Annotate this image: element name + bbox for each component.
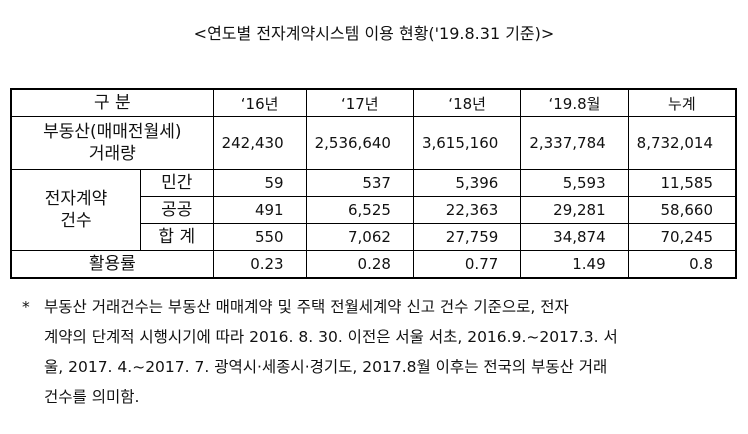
label-line: 부동산(매매전월세) — [43, 122, 182, 142]
value-cell: 11,585 — [627, 169, 737, 197]
sub-label: 공공 — [139, 196, 214, 224]
value-cell: 5,593 — [520, 169, 629, 197]
label-line: 전자계약 — [44, 189, 108, 209]
value-cell: 242,430 — [212, 116, 307, 170]
label-line: 거래량 — [88, 144, 136, 164]
value-cell: 0.23 — [212, 250, 307, 279]
note-line: 계약의 단계적 시행시기에 따라 2016. 8. 30. 이전은 서울 서초,… — [44, 328, 618, 346]
note-line: 부동산 거래건수는 부동산 매매계약 및 주택 전월세계약 신고 건수 기준으로… — [44, 298, 569, 316]
sub-label: 합 계 — [139, 223, 214, 251]
header-cell: ‘17년 — [305, 88, 414, 117]
value-cell: 59 — [212, 169, 307, 197]
note: * 부동산 거래건수는 부동산 매매계약 및 주택 전월세계약 신고 건수 기준… — [22, 292, 618, 412]
value-cell: 0.8 — [627, 250, 737, 279]
value-cell: 550 — [212, 223, 307, 251]
value-cell: 27,759 — [412, 223, 522, 251]
value-cell: 2,536,640 — [305, 116, 414, 170]
header-cell: 누계 — [627, 88, 737, 117]
utilization-row: 활용률 0.23 0.28 0.77 1.49 0.8 — [10, 250, 737, 279]
value-cell: 22,363 — [412, 196, 522, 224]
value-cell: 537 — [305, 169, 414, 197]
value-cell: 70,245 — [627, 223, 737, 251]
label-line: 건수 — [60, 211, 92, 231]
header-cell: ‘16년 — [212, 88, 307, 117]
title: <연도별 전자계약시스템 이용 현황('19.8.31 기준)> — [193, 24, 555, 43]
contracts-row: 공공 491 6,525 22,363 29,281 58,660 — [11, 196, 737, 224]
group-label: 전자계약 건수 — [10, 169, 141, 251]
note-lines: 부동산 거래건수는 부동산 매매계약 및 주택 전월세계약 신고 건수 기준으로… — [44, 292, 618, 412]
header-cell: ‘19.8월 — [520, 88, 629, 117]
value-cell: 29,281 — [520, 196, 629, 224]
table-body: 구 분 ‘16년 ‘17년 ‘18년 ‘19.8월 누계 부동산(매매전월세) 거래량 242,… — [10, 88, 737, 279]
header-cell: 구 분 — [10, 88, 214, 117]
contracts-row: 전자계약 건수 민간 59 537 5,396 5,593 11,585 — [10, 169, 737, 251]
value-cell: 3,615,160 — [412, 116, 522, 170]
note-line: 울, 2017. 4.~2017. 7. 광역시·세종시·경기도, 2017.8… — [44, 358, 608, 376]
sub-label: 민간 — [139, 169, 214, 197]
value-cell: 34,874 — [520, 223, 629, 251]
value-cell: 6,525 — [305, 196, 414, 224]
row-label: 활용률 — [10, 250, 214, 279]
value-cell: 0.77 — [412, 250, 522, 279]
value-cell: 5,396 — [412, 169, 522, 197]
value-cell: 1.49 — [520, 250, 629, 279]
value-cell: 7,062 — [305, 223, 414, 251]
row-label: 부동산(매매전월세) 거래량 — [10, 116, 214, 170]
note-marker: * — [22, 298, 30, 316]
contracts-row: 합 계 550 7,062 27,759 34,874 70,245 — [11, 223, 737, 251]
header-cell: ‘18년 — [412, 88, 522, 117]
value-cell: 2,337,784 — [520, 116, 629, 170]
header-row: 구 분 ‘16년 ‘17년 ‘18년 ‘19.8월 누계 — [10, 88, 737, 117]
value-cell: 0.28 — [305, 250, 414, 279]
value-cell: 8,732,014 — [627, 116, 737, 170]
transactions-row: 부동산(매매전월세) 거래량 242,430 2,536,640 3,615,160 2,… — [10, 116, 737, 170]
value-cell: 491 — [212, 196, 307, 224]
note-line: 건수를 의미함. — [44, 388, 140, 406]
usage-table: 구 분 ‘16년 ‘17년 ‘18년 ‘19.8월 누계 부동산(매매전월세) 거래량 242,… — [10, 88, 737, 279]
value-cell: 58,660 — [627, 196, 737, 224]
